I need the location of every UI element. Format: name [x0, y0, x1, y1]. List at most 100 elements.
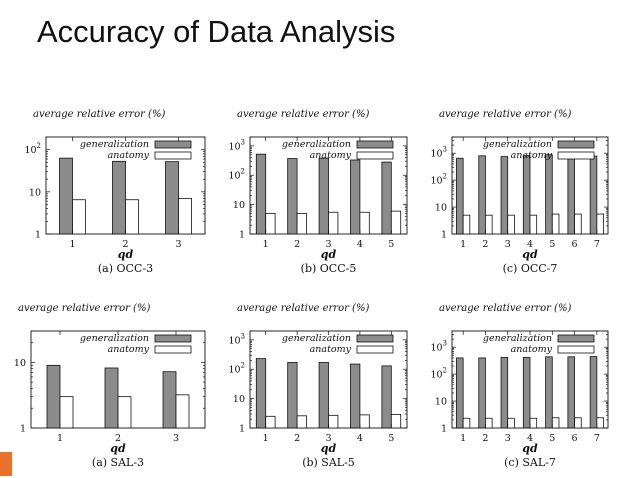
- y-tick-base: 1: [239, 424, 245, 435]
- x-tick-label: 6: [572, 239, 578, 250]
- y-tick-label: 102: [228, 362, 245, 376]
- legend-label: anatomy: [108, 344, 150, 355]
- bar-anatomy: [596, 213, 604, 235]
- legend-label: anatomy: [108, 150, 150, 161]
- y-tick-exponent: 2: [37, 142, 41, 150]
- y-tick-base: 10: [233, 394, 245, 405]
- legend-swatch: [356, 140, 394, 149]
- bar-generalization: [287, 158, 298, 235]
- bar-anatomy: [507, 417, 515, 429]
- bar-anatomy: [551, 213, 560, 235]
- legend-label: generalization: [80, 139, 149, 150]
- y-tick-exponent: 2: [443, 173, 447, 181]
- bar-anatomy: [359, 211, 370, 235]
- bar-generalization: [545, 356, 553, 429]
- y-tick-exponent: 2: [241, 168, 245, 176]
- bar-anatomy: [125, 199, 139, 235]
- x-axis-label: qd: [321, 442, 337, 455]
- x-tick-label: 4: [357, 239, 363, 250]
- y-axis-label: average relative error (%): [237, 303, 369, 314]
- legend-label: generalization: [483, 139, 552, 150]
- x-tick-label: 1: [263, 433, 269, 444]
- y-tick-base: 10: [430, 370, 442, 381]
- chart-caption: (c) OCC-7: [503, 262, 558, 275]
- y-tick-base: 10: [430, 176, 442, 187]
- bar-generalization: [500, 156, 509, 235]
- x-tick-label: 3: [175, 239, 181, 250]
- bar-generalization: [287, 362, 298, 429]
- y-axis-label: average relative error (%): [439, 303, 571, 314]
- x-axis-label: qd: [321, 248, 337, 261]
- bar-generalization: [255, 153, 267, 235]
- legend-label: anatomy: [511, 344, 553, 355]
- x-tick-label: 2: [482, 239, 488, 250]
- bar-anatomy: [551, 417, 560, 429]
- y-tick-base: 10: [228, 365, 240, 376]
- bar-generalization: [104, 367, 119, 429]
- bar-anatomy: [529, 214, 538, 235]
- slide-title: Accuracy of Data Analysis: [37, 14, 396, 49]
- legend-label: generalization: [282, 333, 351, 344]
- legend-label: anatomy: [511, 150, 553, 161]
- x-tick-label: 3: [505, 239, 511, 250]
- legend-label: generalization: [80, 333, 149, 344]
- legend-swatch: [356, 334, 394, 343]
- x-tick-label: 5: [388, 239, 394, 250]
- x-tick-label: 1: [460, 239, 466, 250]
- y-tick-label: 102: [430, 173, 447, 187]
- y-tick-label: 102: [24, 142, 41, 156]
- bar-generalization: [112, 160, 126, 235]
- x-tick-label: 2: [482, 433, 488, 444]
- bar-anatomy: [296, 213, 307, 235]
- x-tick-label: 2: [115, 433, 121, 444]
- bar-generalization: [522, 155, 531, 235]
- legend-swatch: [154, 140, 192, 149]
- x-tick-label: 2: [294, 239, 300, 250]
- bar-anatomy: [328, 414, 339, 429]
- chart-caption: (b) SAL-5: [302, 456, 355, 469]
- legend-swatch: [154, 334, 192, 343]
- y-tick-base: 10: [435, 203, 447, 214]
- y-tick-label: 10: [435, 203, 447, 214]
- y-tick-label: 103: [228, 332, 245, 346]
- y-tick-label: 10: [29, 187, 41, 198]
- legend-swatch: [557, 140, 595, 149]
- legend-label: generalization: [483, 333, 552, 344]
- bar-generalization: [545, 154, 553, 235]
- x-tick-label: 1: [57, 433, 63, 444]
- y-tick-label: 1: [441, 230, 447, 241]
- y-tick-label: 103: [430, 146, 447, 160]
- bar-generalization: [500, 356, 509, 429]
- bar-generalization: [162, 371, 177, 429]
- chart-caption: (a) SAL-3: [92, 456, 144, 469]
- y-tick-exponent: 3: [241, 138, 245, 146]
- x-tick-label: 7: [594, 239, 600, 250]
- y-tick-base: 10: [435, 397, 447, 408]
- bar-generalization: [567, 356, 575, 429]
- y-axis-label: average relative error (%): [33, 109, 165, 120]
- y-tick-exponent: 3: [443, 146, 447, 154]
- legend-swatch: [356, 151, 394, 160]
- y-tick-exponent: 3: [241, 332, 245, 340]
- chart-caption: (c) SAL-7: [504, 456, 556, 469]
- legend-swatch: [557, 334, 595, 343]
- y-tick-label: 10: [435, 397, 447, 408]
- y-tick-label: 102: [228, 168, 245, 182]
- bar-anatomy: [265, 415, 276, 429]
- x-tick-label: 6: [572, 433, 578, 444]
- x-tick-label: 2: [122, 239, 128, 250]
- bar-generalization: [381, 365, 392, 429]
- y-tick-base: 10: [228, 171, 240, 182]
- chart-caption: (a) OCC-3: [98, 262, 153, 275]
- x-tick-label: 1: [460, 433, 466, 444]
- y-tick-base: 1: [441, 230, 447, 241]
- bar-generalization: [522, 356, 531, 429]
- x-tick-label: 3: [505, 433, 511, 444]
- bar-generalization: [59, 157, 73, 235]
- y-tick-base: 10: [24, 145, 36, 156]
- y-axis-label: average relative error (%): [439, 109, 571, 120]
- y-tick-base: 10: [430, 343, 442, 354]
- y-tick-exponent: 3: [443, 340, 447, 348]
